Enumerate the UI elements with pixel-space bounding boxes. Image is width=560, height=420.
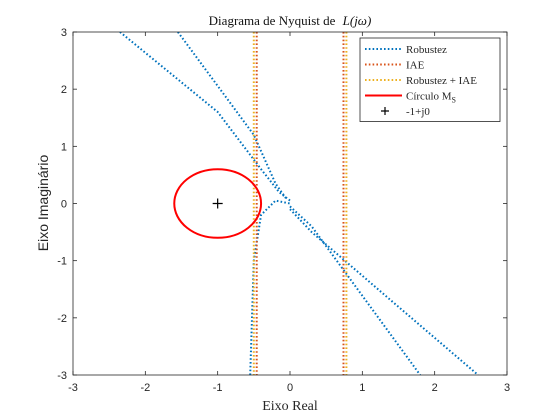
series-0-segment-3	[289, 208, 479, 375]
nyquist-curves	[119, 32, 479, 375]
x-tick-label: -2	[140, 382, 150, 394]
y-axis-label: Eixo Imaginário	[35, 155, 51, 252]
x-tick-label: 2	[432, 382, 438, 394]
y-tick-label: 2	[61, 84, 67, 96]
y-tick-label: 3	[61, 27, 67, 39]
legend-entry-label: Robustez + IAE	[406, 75, 477, 87]
x-tick-label: -3	[68, 382, 78, 394]
y-tick-label: -1	[57, 256, 67, 268]
y-tick-label: -3	[57, 370, 67, 382]
legend-entry-label: -1+j0	[406, 106, 430, 118]
series-0-segment-4	[289, 205, 422, 375]
legend-box	[359, 37, 501, 122]
critical-point-marker	[212, 198, 223, 209]
legend-entry-label: Robustez	[406, 44, 447, 56]
x-tick-label: 1	[359, 382, 365, 394]
legend: Robustez IAE Robustez + IAE Círculo MS-1+j0	[359, 37, 501, 122]
legend-entry-label: IAE	[406, 60, 425, 72]
x-tick-label: 0	[287, 382, 293, 394]
y-tick-label: 0	[61, 199, 67, 211]
chart-title: Diagrama de Nyquist de L(jω)	[209, 13, 372, 28]
chart-title-prefix: Diagrama de Nyquist de	[209, 13, 336, 28]
x-tick-label: -1	[213, 382, 223, 394]
x-tick-label: 3	[504, 382, 510, 394]
series-0-segment-2	[249, 199, 291, 375]
series-0-segment-1	[177, 32, 288, 200]
ms-circle	[173, 168, 263, 239]
legend-marker	[381, 107, 389, 115]
y-tick-label: -2	[57, 313, 67, 325]
y-tick-label: 1	[61, 141, 67, 153]
legend-entry-label: Círculo MS	[406, 91, 456, 105]
chart-title-func: L(jω)	[342, 13, 372, 28]
x-axis-label: Eixo Real	[262, 399, 318, 414]
axis-ticks: -3 -2 -1 0 1 2 3 -3 -2 -1 0 1 2 3	[57, 27, 510, 394]
